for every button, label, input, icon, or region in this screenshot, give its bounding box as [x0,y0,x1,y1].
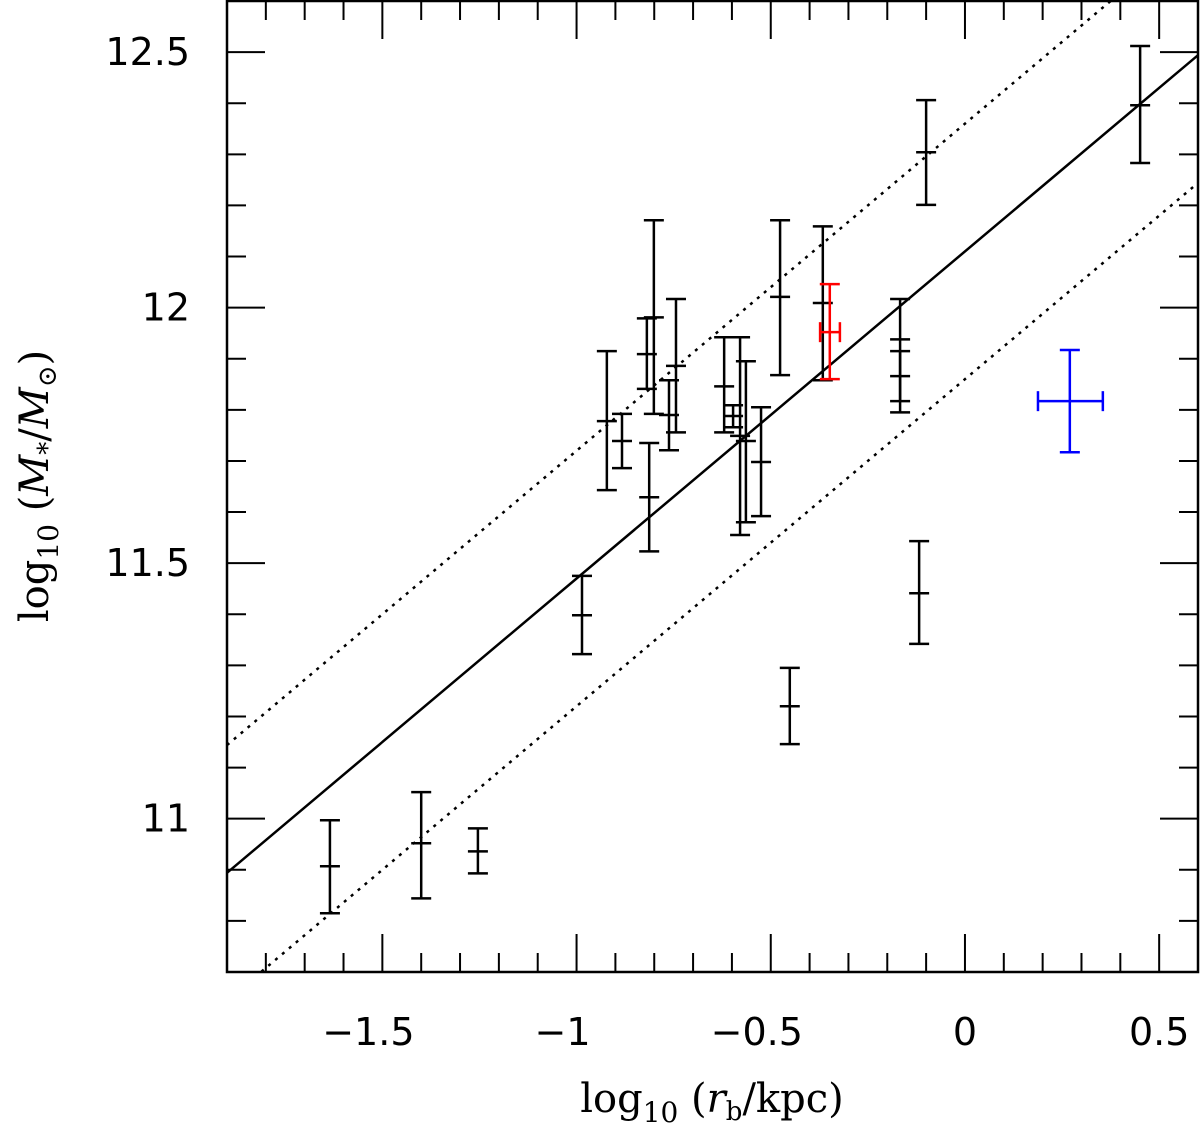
tick-labels: −1.5 −1 −0.5 0 0.5 11 11.5 12 12.5 [105,30,1189,1054]
fit-line [227,54,1198,874]
y-axis-title: log10 (M*/M⊙) [12,350,65,622]
series-highlight-blue [1036,348,1105,454]
data-point [735,360,756,524]
data-point [1036,348,1105,454]
y-tick-label: 11 [142,797,190,841]
data-point [639,441,660,553]
y-tick-label: 11.5 [105,541,190,585]
x-tick-label: 0 [953,1010,977,1054]
data-point [1130,44,1151,165]
data-point [818,282,842,381]
axis-ticks [227,0,1199,973]
data-point [779,666,800,746]
x-tick-label: −1.5 [322,1010,414,1054]
data-point [890,349,911,403]
data-point [571,574,592,656]
fit-lines [227,1,1198,972]
x-tick-label: 0.5 [1129,1010,1189,1054]
data-point [909,539,930,646]
lower-scatter-line [259,181,1198,972]
x-tick-label: −1 [535,1010,591,1054]
y-tick-label: 12.5 [105,30,190,74]
data-point [612,412,633,470]
data-point [770,218,791,377]
x-axis-title: log10 (rb/kpc) [580,1076,844,1129]
data-point [596,349,617,492]
series-sample [319,44,1151,915]
data-point [665,297,686,434]
data-point [714,336,735,434]
data-point [751,406,772,518]
data-point [730,336,751,537]
plot-marks [227,1,1198,972]
plot-frame [225,0,1200,974]
data-point [916,98,937,207]
series-highlight-red [818,282,842,381]
upper-scatter-line [227,1,1113,747]
data-point [467,827,488,875]
data-point [319,818,340,915]
data-point [411,790,432,900]
x-tick-label: −0.5 [711,1010,803,1054]
y-tick-label: 12 [142,286,190,330]
